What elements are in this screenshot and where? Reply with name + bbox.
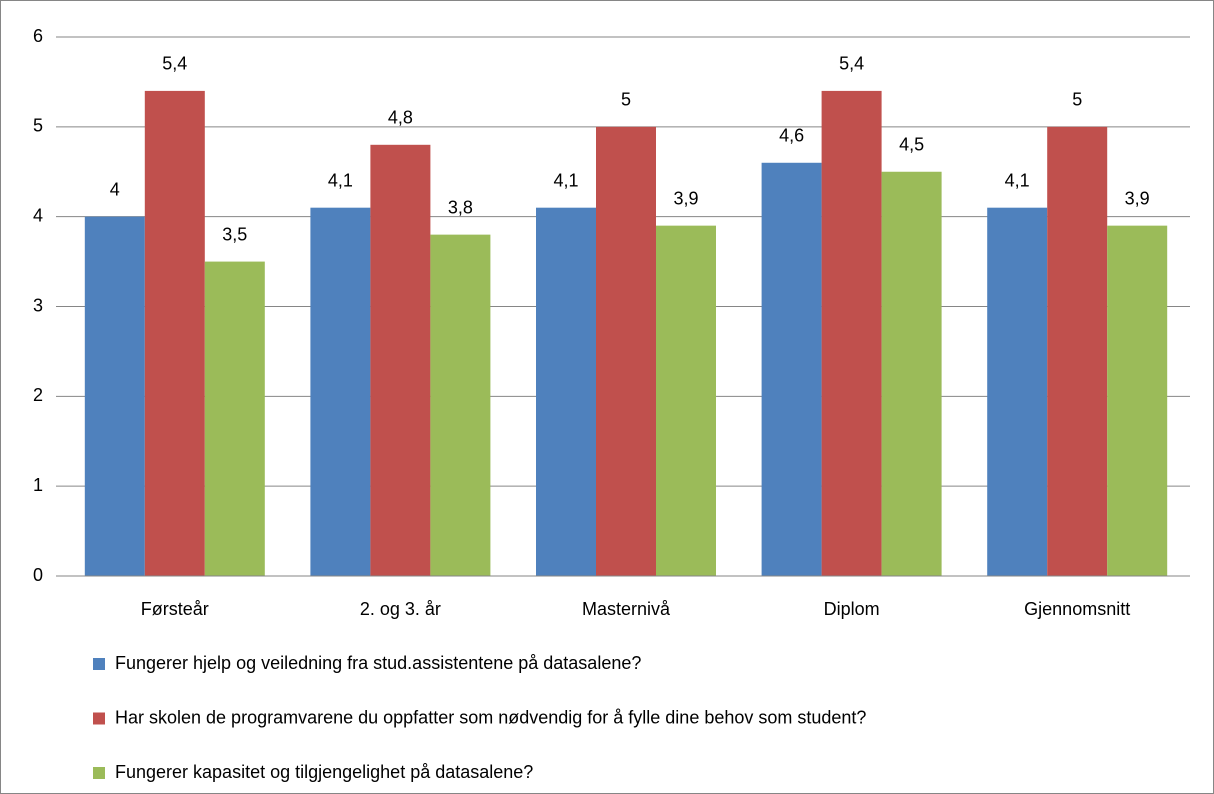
x-tick-label: Masternivå	[582, 599, 671, 619]
legend-label: Har skolen de programvarene du oppfatter…	[115, 707, 866, 727]
y-tick-label: 4	[33, 205, 43, 225]
data-label: 4,6	[779, 126, 804, 146]
data-label: 3,8	[448, 197, 473, 217]
bar	[370, 144, 431, 577]
x-tick-label: Gjennomsnitt	[1024, 599, 1130, 619]
data-label: 5	[1072, 90, 1082, 110]
data-label: 4,5	[899, 135, 924, 155]
x-tick-label: 2. og 3. år	[360, 599, 441, 619]
y-tick-label: 0	[33, 565, 43, 585]
bar	[430, 234, 491, 576]
bar	[144, 90, 205, 577]
data-label: 4	[110, 179, 120, 199]
bar	[84, 216, 145, 576]
data-label: 5	[621, 90, 631, 110]
data-label: 3,5	[222, 224, 247, 244]
x-tick-label: Førsteår	[141, 599, 209, 619]
legend-swatch	[93, 767, 105, 779]
data-label: 5,4	[839, 54, 864, 74]
bar	[821, 90, 882, 577]
bar	[204, 261, 265, 576]
bar	[536, 207, 596, 576]
x-tick-label: Diplom	[824, 599, 880, 619]
bar	[596, 126, 656, 576]
data-label: 3,9	[673, 188, 698, 208]
y-tick-label: 6	[33, 26, 43, 46]
y-tick-label: 2	[33, 385, 43, 405]
legend-swatch	[93, 712, 105, 725]
data-label: 4,8	[388, 108, 413, 128]
bar	[881, 171, 942, 576]
bar	[1047, 126, 1108, 576]
bar	[761, 162, 822, 576]
bar	[987, 207, 1048, 576]
y-tick-label: 5	[33, 116, 43, 136]
bar	[1107, 225, 1168, 576]
bar	[310, 207, 371, 576]
data-label: 4,1	[553, 170, 578, 190]
y-tick-label: 1	[33, 475, 43, 495]
bar	[656, 225, 716, 576]
legend-swatch	[93, 658, 105, 670]
legend-label: Fungerer hjelp og veiledning fra stud.as…	[115, 653, 641, 673]
legend-label: Fungerer kapasitet og tilgjengelighet på…	[115, 762, 533, 782]
data-label: 4,1	[328, 170, 353, 190]
data-label: 5,4	[162, 54, 187, 74]
y-tick-label: 3	[33, 295, 43, 315]
data-label: 4,1	[1005, 170, 1030, 190]
data-label: 3,9	[1125, 188, 1150, 208]
